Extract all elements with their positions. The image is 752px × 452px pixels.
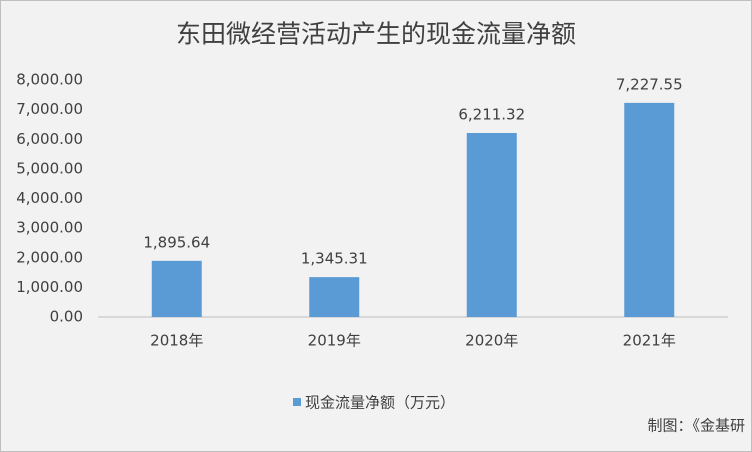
data-label: 1,895.64 bbox=[143, 233, 210, 251]
chart-title: 东田微经营活动产生的现金流量净额 bbox=[176, 20, 576, 49]
bar bbox=[309, 277, 360, 317]
legend-label: 现金流量净额（万元） bbox=[305, 394, 455, 412]
y-tick-label: 1,000.00 bbox=[16, 278, 83, 296]
x-tick-label: 2020年 bbox=[465, 332, 518, 350]
bar bbox=[151, 260, 202, 317]
y-tick-label: 6,000.00 bbox=[16, 130, 83, 148]
annotation: 制图：《金基研 bbox=[647, 417, 745, 435]
legend-swatch bbox=[293, 398, 301, 406]
data-label: 7,227.55 bbox=[616, 75, 683, 93]
x-tick-label: 2019年 bbox=[308, 332, 361, 350]
x-tick-label: 2018年 bbox=[150, 332, 203, 350]
y-tick-label: 4,000.00 bbox=[16, 189, 83, 207]
x-tick-label: 2021年 bbox=[623, 332, 676, 350]
y-tick-label: 0.00 bbox=[50, 308, 83, 326]
y-tick-label: 2,000.00 bbox=[16, 248, 83, 266]
bar bbox=[466, 132, 517, 317]
y-tick-label: 3,000.00 bbox=[16, 219, 83, 237]
data-label: 6,211.32 bbox=[458, 105, 525, 123]
y-tick-label: 8,000.00 bbox=[16, 71, 83, 89]
data-label: 1,345.31 bbox=[301, 250, 368, 268]
y-tick-label: 7,000.00 bbox=[16, 100, 83, 118]
bar bbox=[624, 102, 675, 317]
y-tick-label: 5,000.00 bbox=[16, 159, 83, 177]
